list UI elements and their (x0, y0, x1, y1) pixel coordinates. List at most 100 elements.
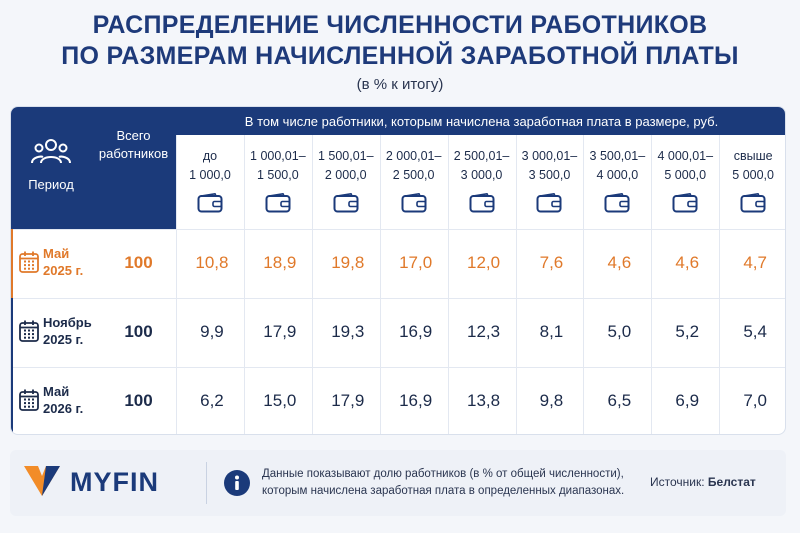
range-label: 3 000,01– 3 500,0 (516, 147, 584, 185)
calendar-icon (19, 389, 39, 411)
column-divider (651, 135, 653, 434)
column-divider (311, 135, 313, 434)
myfin-logo-text: MYFIN (70, 467, 159, 497)
period-line-2: 2025 г. (43, 263, 84, 278)
range-label-line-2: 3 000,0 (460, 168, 503, 182)
footer-note: Данные показывают долю работников (в % о… (262, 466, 642, 500)
period-line-1: Май (43, 384, 70, 399)
distribution-table: Период Всего работников В том числе рабо… (10, 106, 786, 435)
range-header-1: до 1 000,0 (176, 135, 244, 229)
range-label-line-2: 3 500,0 (528, 168, 571, 182)
range-label-line-2: 2 000,0 (324, 168, 367, 182)
period-column-header: Период (28, 177, 74, 192)
range-label: 1 500,01– 2 000,0 (312, 147, 380, 185)
column-divider (243, 135, 245, 434)
range-header-7: 3 500,01– 4 000,0 (583, 135, 651, 229)
range-label-line-1: 1 000,01– (250, 149, 306, 163)
share-value: 4,7 (743, 253, 767, 272)
share-value: 4,6 (675, 253, 700, 272)
share-value: 6,2 (200, 391, 224, 410)
share-value: 10,8 (195, 253, 229, 272)
footer-note-line-1: Данные показывают долю работников (в % о… (262, 468, 624, 480)
column-divider (719, 135, 721, 434)
range-label: до 1 000,0 (176, 147, 244, 185)
footer-divider (206, 462, 207, 504)
share-value: 17,0 (399, 253, 433, 272)
period-line-2: 2026 г. (43, 401, 84, 416)
wallet-icon (604, 193, 630, 213)
row-divider (11, 298, 785, 299)
range-header-5: 2 500,01– 3 000,0 (448, 135, 516, 229)
salary-range-band-header: В том числе работники, которым начислена… (176, 107, 785, 135)
column-divider (515, 135, 517, 434)
range-label: 4 000,01– 5 000,0 (651, 147, 719, 185)
share-value: 6,9 (675, 391, 700, 410)
range-label-line-2: 5 000,0 (664, 168, 707, 182)
total-header-line-2: работников (98, 146, 169, 161)
period-label: Ноябрь 2025 г. (43, 314, 92, 348)
range-label-line-1: 3 500,01– (589, 149, 646, 163)
range-label-line-1: 4 000,01– (657, 149, 714, 163)
page-subtitle: (в % к итогу) (356, 76, 444, 93)
total-value: 100 (124, 253, 153, 272)
period-line-1: Ноябрь (43, 315, 92, 330)
range-label: 2 500,01– 3 000,0 (448, 147, 516, 185)
page-title: РАСПРЕДЕЛЕНИЕ ЧИСЛЕННОСТИ РАБОТНИКОВ ПО … (0, 10, 800, 72)
myfin-logo-icon (24, 466, 60, 496)
range-header-6: 3 000,01– 3 500,0 (516, 135, 584, 229)
table-row: Ноябрь 2025 г. 100 9,9 17,9 19,3 16,9 12,3 8,1 5,… (11, 298, 785, 367)
range-header-2: 1 000,01– 1 500,0 (244, 135, 312, 229)
range-label-line-1: 3 000,01– (521, 149, 578, 163)
share-value: 8,1 (539, 322, 564, 341)
range-header-3: 1 500,01– 2 000,0 (312, 135, 380, 229)
range-label-line-2: 1 500,0 (256, 168, 299, 182)
wallet-icon (401, 193, 427, 213)
share-value: 16,9 (399, 322, 433, 341)
footer-bar: MYFIN Данные показывают долю работников … (10, 450, 786, 516)
range-label: свыше 5 000,0 (719, 147, 785, 185)
range-label-line-2: 1 000,0 (189, 168, 231, 182)
footer-note-line-2: которым начислена заработная плата в опр… (262, 485, 625, 497)
source-attribution: Источник: Белстат (650, 475, 756, 489)
range-header-4: 2 000,01– 2 500,0 (380, 135, 448, 229)
calendar-icon (19, 251, 39, 273)
row-divider (11, 367, 785, 368)
share-value: 16,9 (399, 391, 433, 410)
range-label: 1 000,01– 1 500,0 (244, 147, 312, 185)
table-row: Май 2026 г. 100 6,2 15,0 17,9 16,9 13,8 9,8 6,5 6,… (11, 367, 785, 434)
share-value: 5,0 (607, 322, 632, 341)
range-header-8: 4 000,01– 5 000,0 (651, 135, 719, 229)
title-line-1: РАСПРЕДЕЛЕНИЕ ЧИСЛЕННОСТИ РАБОТНИКОВ (92, 11, 708, 39)
total-header-line-1: Всего (116, 128, 151, 143)
row-period: Ноябрь 2025 г. (19, 314, 95, 348)
row-divider (11, 229, 785, 230)
source-value: Белстат (707, 475, 756, 489)
share-value: 18,9 (263, 253, 297, 272)
range-label-line-1: до (202, 149, 218, 163)
share-value: 9,9 (200, 322, 224, 341)
share-value: 12,0 (466, 253, 501, 272)
wallet-icon (333, 193, 359, 213)
title-line-2: ПО РАЗМЕРАМ НАЧИСЛЕННОЙ ЗАРАБОТНОЙ ПЛАТЫ (61, 42, 739, 70)
share-value: 17,9 (263, 322, 297, 341)
total-column-header: Всего работников (91, 127, 176, 163)
share-value: 5,4 (743, 322, 767, 341)
info-icon (224, 470, 250, 496)
share-value: 19,8 (331, 253, 365, 272)
period-label: Май 2026 г. (43, 383, 83, 417)
range-label-line-1: 2 000,01– (385, 149, 442, 163)
row-period: Май 2025 г. (19, 245, 95, 279)
share-value: 4,6 (607, 253, 632, 272)
share-value: 12,3 (466, 322, 501, 341)
range-label: 2 000,01– 2 500,0 (380, 147, 448, 185)
share-value: 6,5 (607, 391, 632, 410)
row-period: Май 2026 г. (19, 383, 95, 417)
wallet-icon (740, 193, 766, 213)
period-label: Май 2025 г. (43, 245, 83, 279)
range-label-line-1: 2 500,01– (453, 149, 510, 163)
range-label-line-2: 2 500,0 (392, 168, 435, 182)
table-header-left: Период Всего работников (11, 107, 176, 229)
share-value: 19,3 (331, 322, 365, 341)
range-label: 3 500,01– 4 000,0 (583, 147, 651, 185)
table-row: Май 2025 г. 100 10,8 18,9 19,8 17,0 12,0 7,6 4,6 4… (11, 229, 785, 298)
